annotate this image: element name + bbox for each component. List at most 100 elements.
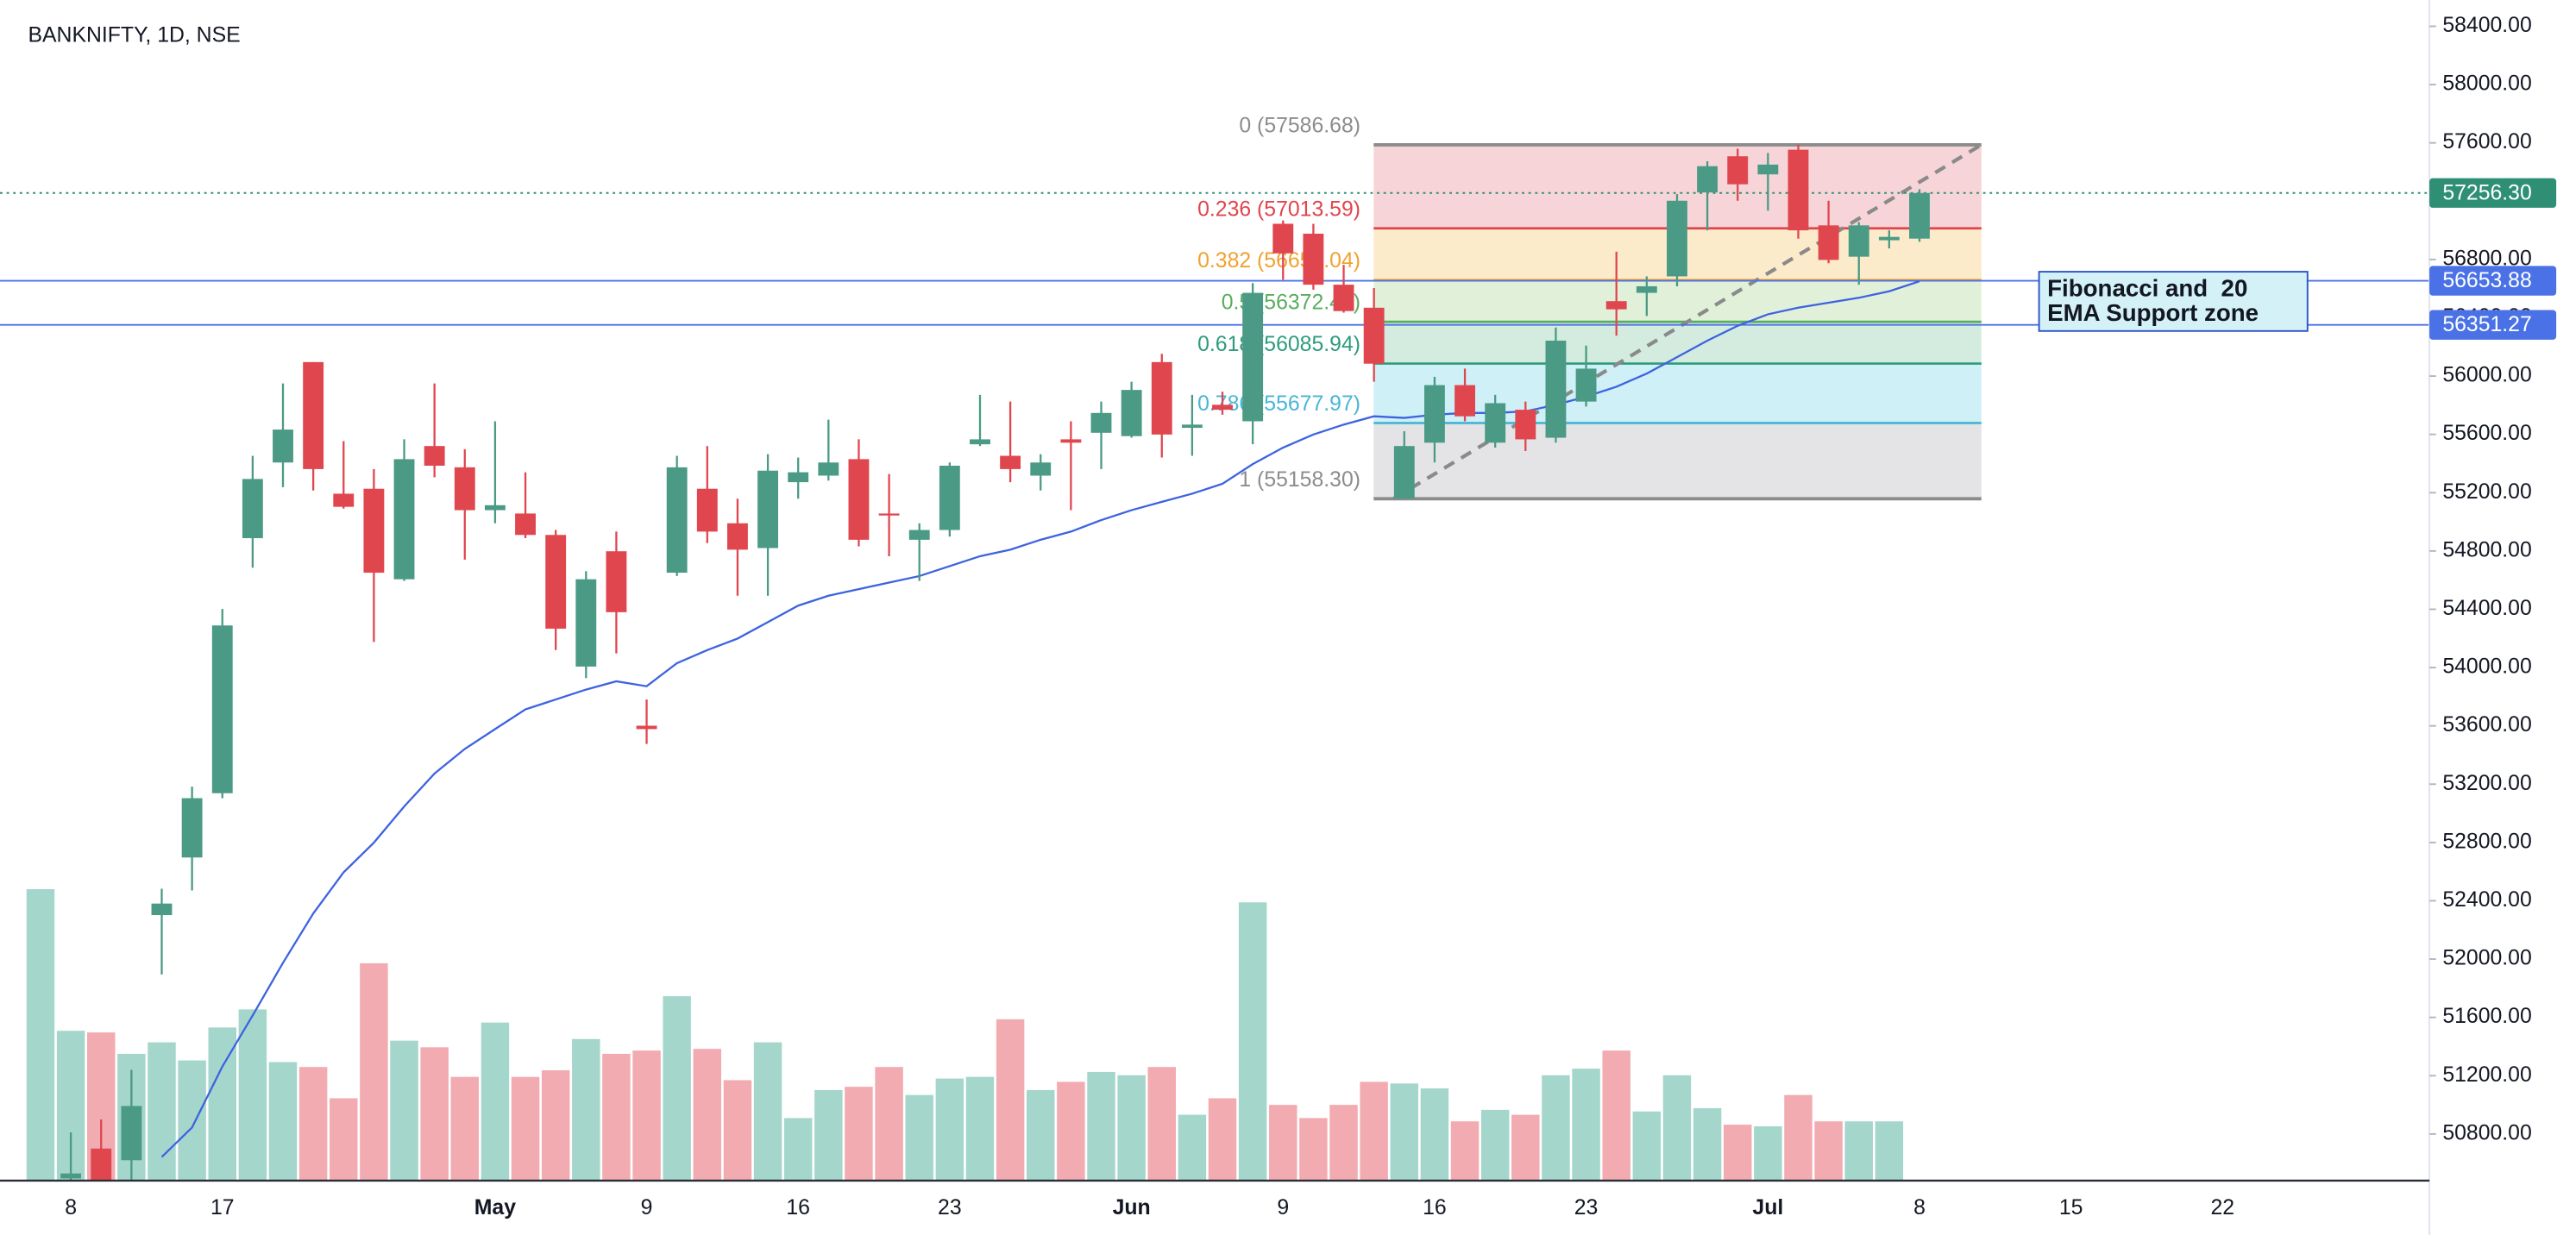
annotation-text: EMA Support zone [2047,299,2259,326]
candle-body [515,513,536,536]
volume-bar [178,1060,206,1181]
candle-body [1090,412,1112,433]
fib-band [1373,279,1982,323]
candle-body [1212,404,1233,411]
volume-bar [1572,1069,1600,1181]
volume-bar [1723,1125,1752,1181]
volume-bar [1360,1081,1388,1181]
candle-body [1030,462,1052,476]
candle-body [424,446,445,467]
y-tick-label: 57600.00 [2442,130,2531,154]
candle-body [1485,403,1506,443]
candle-body [1848,225,1869,257]
volume-bar [1693,1107,1722,1181]
candle-body [393,459,415,580]
volume-bar [390,1040,418,1181]
chart-title: BANKNIFTY, 1D, NSE [28,24,240,47]
candle-body [727,523,748,550]
volume-bar [1087,1071,1115,1181]
candle-body [1181,424,1203,429]
x-tick-label: 16 [786,1196,810,1219]
candle-body [666,467,688,574]
annotation-box [2038,271,2309,332]
candle-body [1272,223,1294,254]
candle-body [91,1148,112,1181]
volume-bar [1178,1114,1207,1181]
candle-body [848,459,870,540]
x-tick-label: Jun [1113,1196,1151,1219]
volume-bar [723,1080,752,1181]
candle-body [939,466,960,530]
candle-body [636,725,657,730]
volume-bar [420,1047,449,1181]
fib-level-label: 0.786 (55677.97) [1197,392,1360,416]
x-tick-label: 23 [938,1196,962,1219]
volume-bar [1844,1121,1873,1181]
price-tag-label: 57256.30 [2442,181,2531,204]
fib-level-label: 0.618 (56085.94) [1197,333,1360,356]
y-tick-label: 51200.00 [2442,1063,2531,1087]
volume-bar [1299,1118,1328,1181]
x-tick-label: 23 [1574,1196,1599,1219]
y-tick-label: 58400.00 [2442,14,2531,37]
annotation-text: Fibonacci and 20 [2047,274,2247,301]
candle-body [1697,166,1718,193]
candle-body [1909,192,1930,239]
y-tick-label: 52800.00 [2442,830,2531,853]
candle-body [454,467,475,511]
volume-bar [875,1067,903,1181]
candle-body [1303,233,1324,285]
candle-body [363,488,385,574]
volume-bar [905,1094,933,1181]
y-tick-label: 52400.00 [2442,888,2531,912]
volume-bar [481,1022,510,1181]
y-tick-label: 53600.00 [2442,713,2531,737]
candle-body [333,493,355,507]
candle-body [1545,341,1567,438]
candle-body [1454,385,1475,417]
volume-bar [238,1009,267,1181]
volume-bar [330,1098,358,1181]
fib-trend-line [1392,143,1982,501]
y-tick-label: 58000.00 [2442,72,2531,96]
y-tick-label: 54800.00 [2442,538,2531,561]
volume-bar [663,996,691,1181]
x-tick-label: Jul [1752,1196,1783,1219]
y-tick-label: 55600.00 [2442,422,2531,445]
volume-bar [1784,1094,1813,1181]
x-tick-label: 15 [2059,1196,2083,1219]
volume-bar [1814,1121,1843,1181]
volume-bar [148,1042,176,1181]
candle-body [1242,292,1264,422]
price-tag [2429,310,2557,340]
x-tick-label: 9 [1277,1196,1289,1219]
y-tick-label: 50800.00 [2442,1121,2531,1144]
fib-level-label: 0 (57586.68) [1239,114,1360,137]
candle-body [273,429,293,463]
x-tick-label: 9 [641,1196,653,1219]
volume-bar [1147,1067,1176,1181]
candle-body [575,579,597,667]
candle-body [151,903,173,916]
y-tick-label: 51600.00 [2442,1005,2531,1028]
plot-area: 0 (57586.68)0.236 (57013.59)0.382 (56659… [0,114,2430,1181]
candle-body [1787,149,1809,231]
volume-bar [1420,1088,1449,1181]
volume-bar [1027,1089,1055,1181]
volume-bar [572,1038,600,1181]
volume-bar [1632,1111,1662,1181]
candle-body [1363,307,1385,364]
candle-body [788,472,809,483]
volume-bar [268,1062,298,1181]
fib-level-label: 1 (55158.30) [1239,468,1360,492]
volume-bar [814,1089,843,1181]
ema-line [160,280,1920,1158]
y-tick-label: 54000.00 [2442,655,2531,679]
volume-bar [208,1027,236,1181]
volume-bar [1208,1098,1237,1181]
fib-band [1373,423,1982,499]
volume-bar [450,1076,480,1181]
volume-bar [1329,1105,1358,1181]
